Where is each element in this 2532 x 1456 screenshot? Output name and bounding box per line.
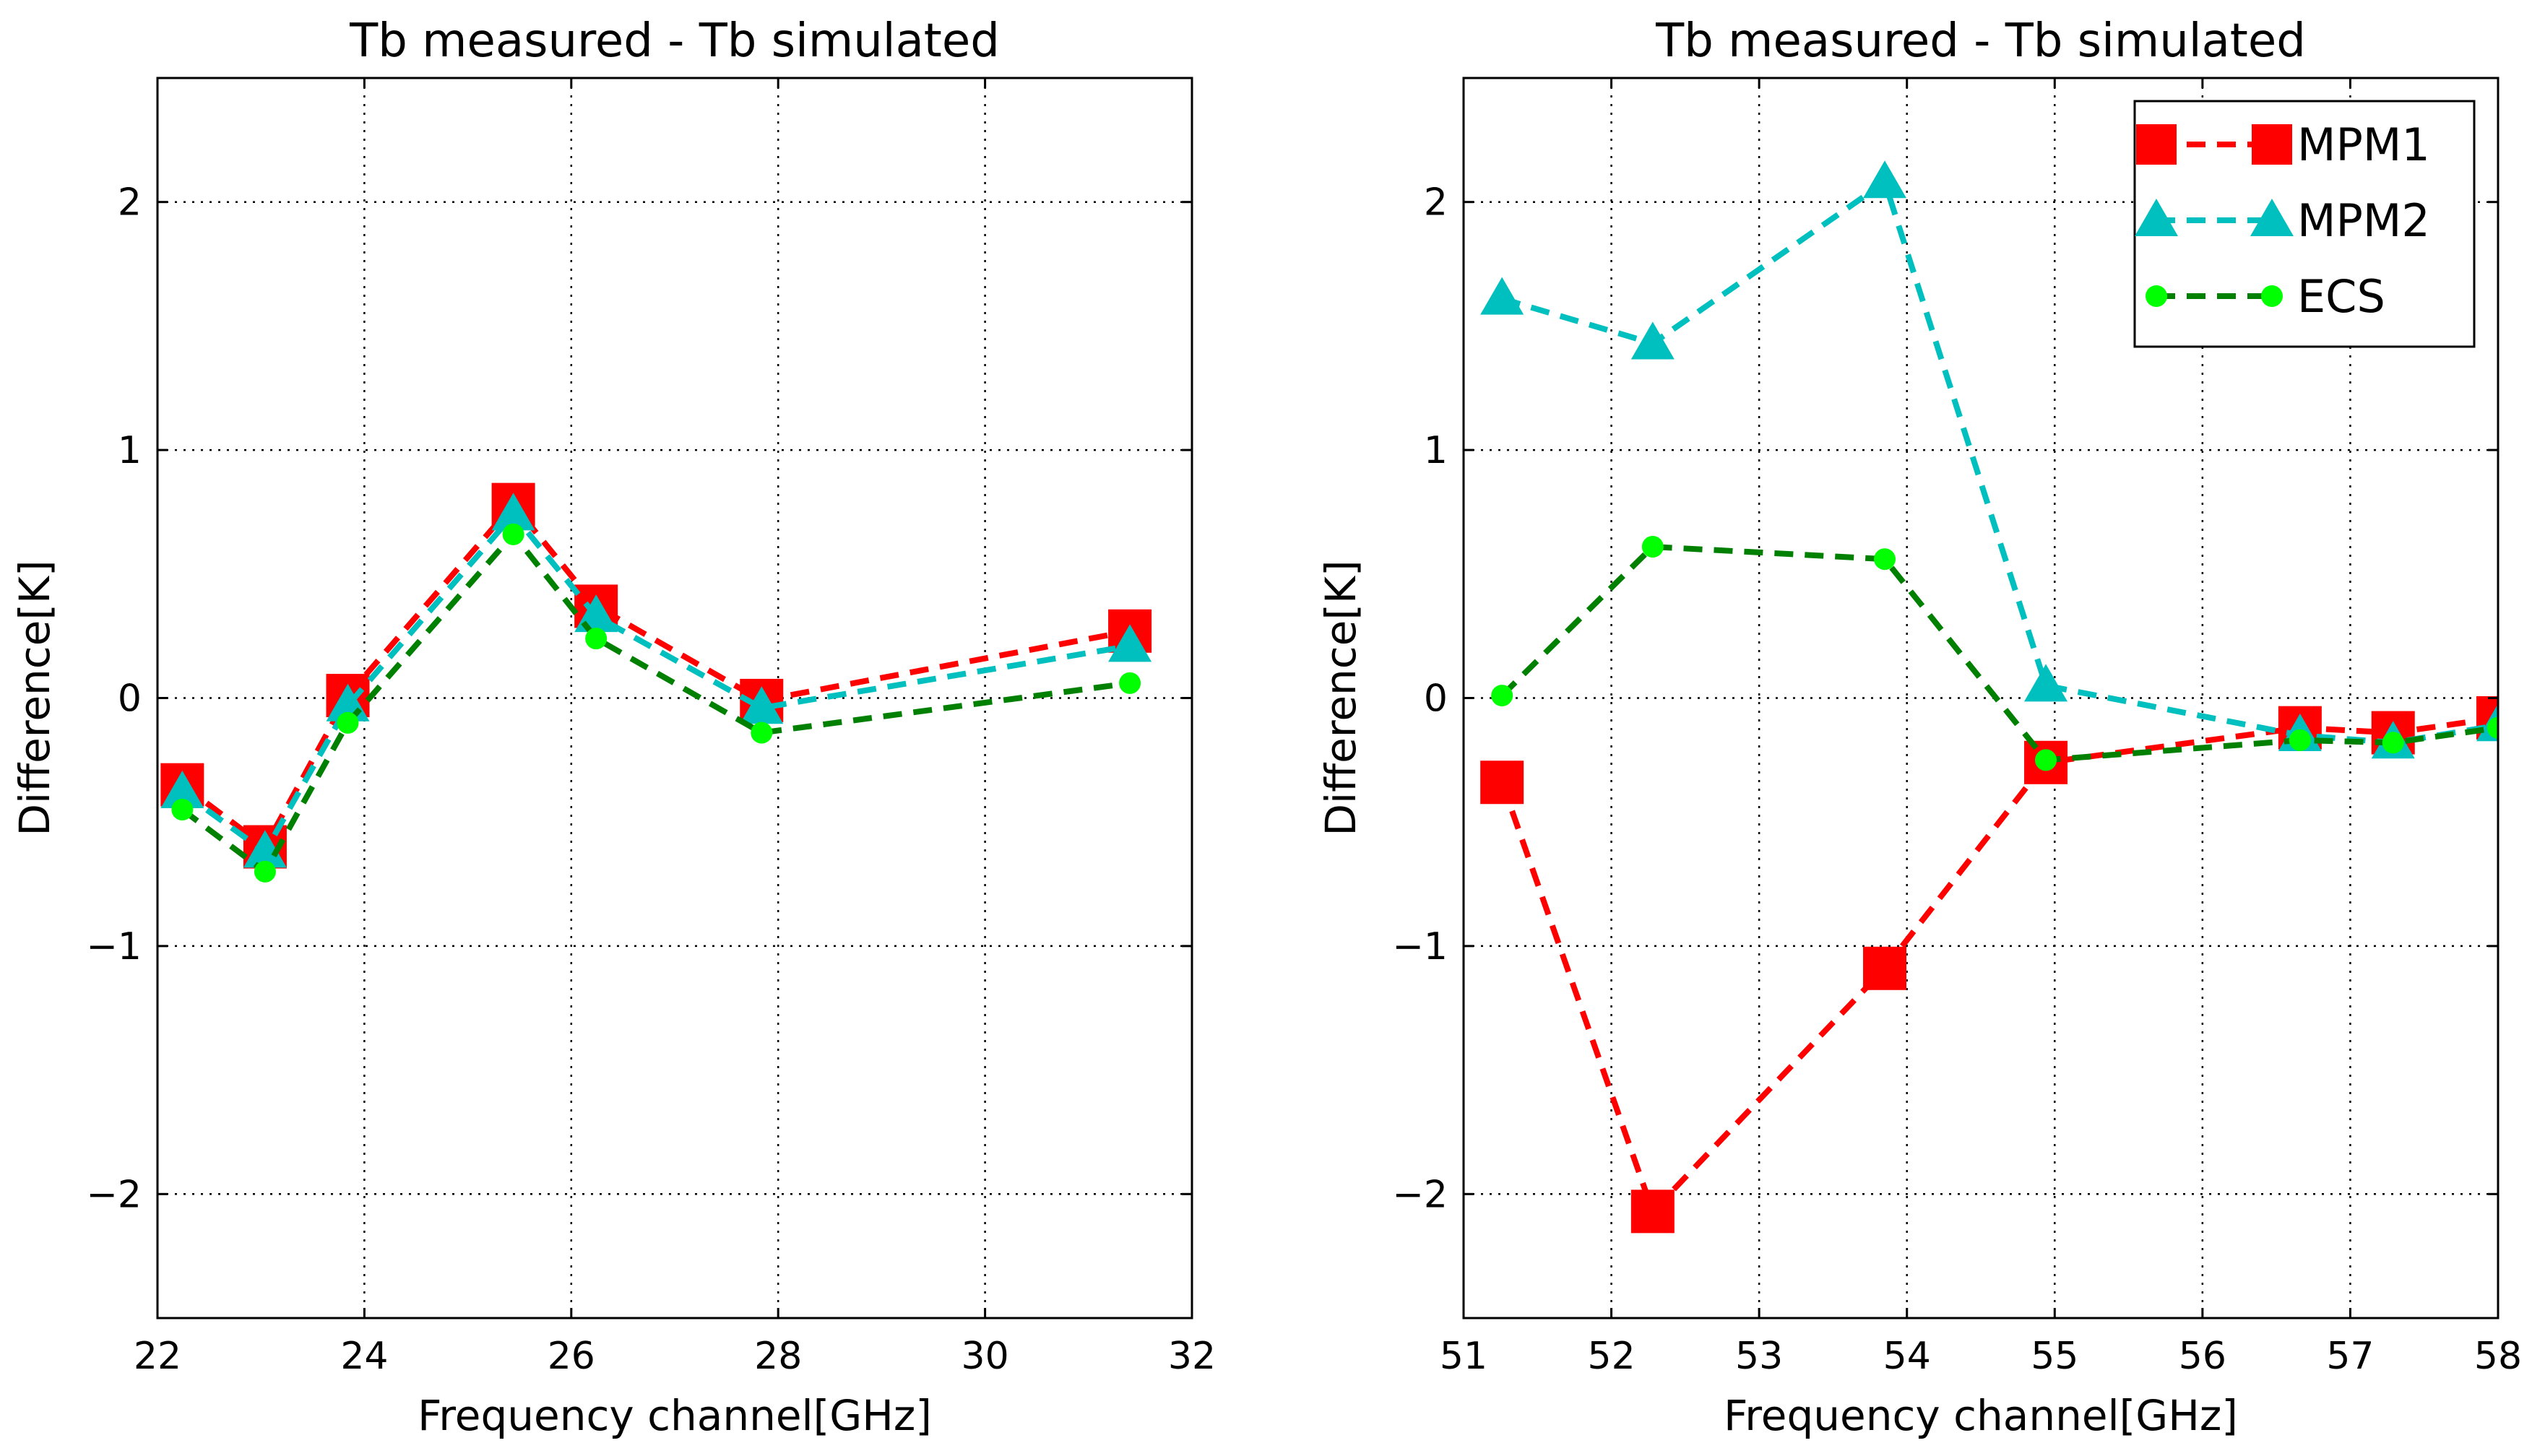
grid [157,78,1192,1318]
series-ecs [171,523,1141,883]
data-point-ecs [1119,672,1141,694]
legend-marker [2261,285,2283,307]
x-tick-label: 55 [2031,1335,2078,1378]
y-axis-label: Difference[K] [1316,560,1365,836]
chart-title: Tb measured - Tb simulated [349,14,1000,68]
y-tick-label: 2 [118,181,142,225]
x-tick-label: 58 [2474,1335,2522,1378]
series-mpm2 [160,493,1152,868]
y-tick-label: 0 [118,677,142,721]
y-tick-label: 0 [1424,677,1448,721]
series-line-ecs [180,529,1131,876]
data-point-ecs [502,523,524,545]
data-point-ecs [337,711,359,734]
legend-marker [2136,124,2177,165]
x-tick-label: 51 [1440,1335,1487,1378]
x-tick-label: 53 [1735,1335,1783,1378]
data-point-mpm1 [1863,946,1907,990]
series-ecs [1491,536,2498,771]
data-point-ecs [2289,729,2311,751]
y-tick-label: −1 [1392,925,1448,968]
legend-marker [2250,199,2294,236]
legend-marker [2146,285,2167,307]
data-point-ecs [1491,685,1513,707]
x-tick-label: 26 [548,1335,595,1378]
x-axis-label: Frequency channel[GHz] [1724,1391,2238,1440]
data-point-mpm2 [2024,664,2068,702]
x-tick-label: 30 [962,1335,1009,1378]
data-point-ecs [585,628,608,650]
data-point-mpm2 [160,770,204,808]
data-point-mpm2 [1108,624,1152,662]
x-tick-label: 24 [340,1335,388,1378]
series-mpm1 [1480,696,2498,1234]
y-axis-label: Difference[K] [10,560,59,836]
data-point-mpm2 [1480,277,1524,315]
legend-marker [2252,124,2292,165]
legend-label: MPM1 [2297,118,2430,171]
x-axis-label: Frequency channel[GHz] [418,1391,932,1440]
y-tick-label: 2 [1424,181,1448,225]
legend-entry-mpm2: MPM2 [2135,194,2430,247]
data-point-mpm2 [1630,321,1675,360]
y-tick-label: −1 [86,925,142,968]
data-point-ecs [171,799,194,821]
series-line-mpm1 [1499,715,2498,1217]
legend-entry-ecs: ECS [2146,270,2385,323]
legend-label: ECS [2297,270,2385,323]
chart-right: 51 52 53 54 55 56 57 58 −2 −1 0 1 2 Tb measured - Tb … [1316,14,2522,1440]
series-group [1480,160,2498,1234]
data-point-ecs [1641,536,1664,558]
data-point-ecs [2487,716,2498,739]
data-point-ecs [751,722,773,744]
legend-label: MPM2 [2297,194,2430,247]
data-point-mpm2 [243,830,287,868]
data-point-mpm2 [740,686,784,724]
legend-marker [2135,199,2178,236]
legend: MPM1 MPM2 ECS [2133,100,2476,348]
data-point-ecs [2382,732,2404,754]
data-point-ecs [254,860,276,883]
series-group [160,482,1152,883]
x-tick-label: 57 [2326,1335,2374,1378]
ticks: 51 52 53 54 55 56 57 58 −2 −1 0 1 2 [1392,78,2522,1378]
legend-entry-mpm1: MPM1 [2136,118,2430,171]
series-line-mpm2 [181,510,1131,857]
y-tick-label: 1 [1424,429,1448,472]
x-tick-label: 56 [2179,1335,2226,1378]
y-tick-label: −2 [1392,1173,1448,1216]
x-tick-label: 32 [1168,1335,1216,1378]
chart-title: Tb measured - Tb simulated [1655,14,2306,68]
data-point-mpm1 [1630,1190,1675,1234]
data-point-mpm1 [1480,760,1524,805]
grid [1464,78,2498,1318]
series-line-ecs [1500,543,2498,763]
data-point-mpm2 [491,493,535,531]
data-point-mpm2 [1863,160,1907,199]
y-tick-label: −2 [86,1173,142,1216]
x-tick-label: 52 [1587,1335,1635,1378]
x-tick-label: 22 [134,1335,181,1378]
x-tick-label: 54 [1883,1335,1931,1378]
ticks: 22 24 26 28 30 32 −2 −1 0 1 2 [86,78,1216,1378]
data-point-ecs [1874,548,1896,571]
data-point-ecs [2035,749,2057,771]
y-tick-label: 1 [118,429,142,472]
x-tick-label: 28 [754,1335,802,1378]
chart-left: 22 24 26 28 30 32 −2 −1 0 1 2 Tb measured - Tb simu… [10,14,1216,1440]
